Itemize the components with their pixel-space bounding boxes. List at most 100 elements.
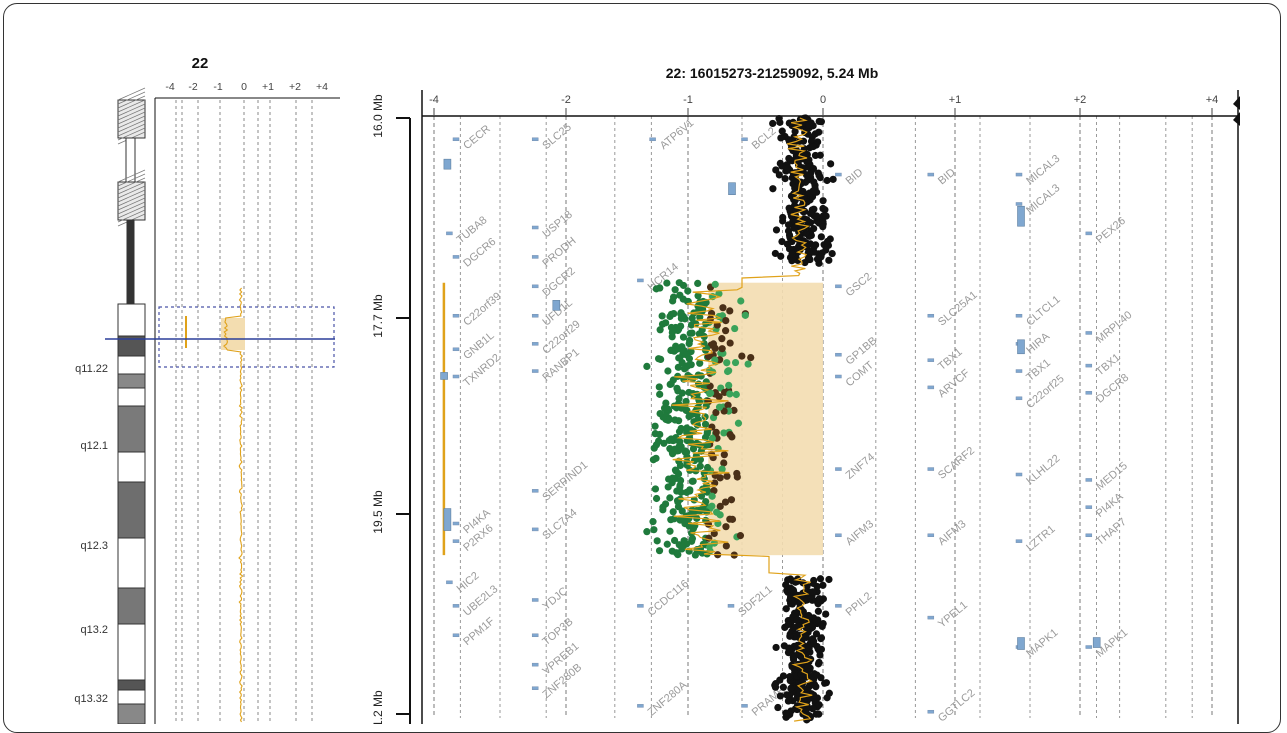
gene-label: PRODH — [540, 235, 578, 270]
overview-tick-label: -1 — [213, 81, 222, 93]
probe-point — [817, 233, 825, 241]
probe-point — [809, 187, 817, 195]
probe-point — [720, 459, 728, 467]
gene-label: PI4KA — [1094, 490, 1126, 520]
probe-point — [697, 372, 705, 380]
x-tick-labels: -4 -2 -1 0 +1 +2 +4 — [429, 94, 1218, 115]
gene-label: ATP6V1 — [658, 117, 696, 152]
chromosome-band — [117, 537, 146, 589]
probe-point — [775, 171, 783, 179]
probe-point — [664, 483, 672, 491]
x-tick-label: -2 — [561, 94, 571, 106]
hatch-line — [117, 193, 146, 207]
chromosome-band — [117, 587, 146, 625]
gene-marker — [1015, 202, 1023, 206]
probe-point — [675, 442, 683, 451]
probe-point — [696, 462, 704, 470]
gene-marker — [835, 284, 842, 289]
probe-point — [680, 365, 689, 373]
chromosome-number: 22 — [192, 55, 209, 72]
probe-point — [734, 419, 743, 427]
probe-point — [697, 492, 706, 500]
gene-marker — [531, 686, 539, 690]
gene-marker — [452, 521, 460, 526]
probe-point — [806, 209, 815, 218]
probe-point — [776, 692, 784, 700]
gene-box — [440, 372, 448, 380]
gene-marker — [1085, 331, 1093, 335]
probe-point — [779, 672, 788, 680]
probe-point — [747, 354, 755, 362]
probe-point — [782, 605, 790, 613]
probe-point — [815, 255, 823, 263]
gene-marker — [1015, 472, 1023, 477]
probe-point — [732, 390, 740, 399]
probe-point — [691, 551, 699, 559]
gene-marker — [452, 539, 460, 543]
gene-marker — [927, 467, 935, 471]
probe-point — [809, 588, 817, 596]
probe-point — [666, 494, 674, 502]
band-label: q13.32 — [74, 693, 108, 705]
hatch-line — [117, 205, 146, 219]
probe-point — [676, 291, 684, 299]
gene-marker — [1015, 369, 1023, 373]
probe-point — [658, 312, 666, 320]
probe-point — [722, 317, 730, 325]
gene-marker — [531, 489, 539, 493]
gene-label: TBX1 — [936, 346, 965, 373]
probe-point — [796, 688, 804, 697]
gene-marker — [835, 604, 842, 608]
probe-point — [652, 285, 660, 293]
gene-label: HIC2 — [455, 570, 482, 595]
gene-marker — [649, 137, 656, 142]
probe-point — [772, 643, 780, 652]
probe-point — [679, 333, 688, 341]
probe-point — [685, 412, 693, 421]
hatch-line — [117, 91, 146, 105]
gene-marker — [927, 533, 935, 538]
gene-label: BID — [936, 166, 958, 187]
probe-point — [651, 485, 660, 493]
probe-point — [652, 494, 661, 503]
gene-marker — [452, 347, 460, 352]
probe-point — [656, 430, 664, 439]
probe-point — [741, 311, 749, 319]
probe-point — [786, 575, 795, 583]
probe-point — [806, 170, 814, 178]
probe-point — [678, 507, 686, 515]
gene-label: DGCR2 — [540, 265, 577, 299]
gene-marker — [927, 709, 935, 714]
x-tick-label: +4 — [1206, 94, 1219, 106]
gene-label: AIFM3 — [844, 518, 877, 548]
gene-marker — [531, 225, 539, 230]
hatch-line — [117, 99, 146, 113]
gene-box — [1017, 205, 1025, 227]
hatch-line — [117, 123, 146, 137]
probe-point — [776, 118, 784, 126]
probe-point — [736, 532, 745, 540]
gene-marker — [452, 255, 460, 259]
hatch-line — [117, 127, 146, 141]
probe-point — [654, 437, 663, 445]
gene-label: SDF2L1 — [736, 584, 775, 619]
gene-marker — [835, 352, 842, 357]
probe-point — [825, 689, 833, 697]
probe-point — [810, 178, 818, 186]
overview-tick-label: +1 — [262, 81, 274, 93]
probe-point — [793, 616, 801, 624]
probe-point — [817, 634, 826, 642]
probe-point — [719, 304, 727, 312]
probe-point — [819, 197, 827, 205]
probe-point — [680, 537, 688, 545]
probe-point — [708, 492, 716, 500]
gene-marker — [531, 137, 539, 142]
gene-marker — [741, 137, 748, 142]
probe-point — [726, 339, 734, 347]
gene-box — [443, 158, 452, 170]
probe-point — [678, 542, 687, 551]
gene-box — [1017, 339, 1025, 355]
gene-label: KLHL22 — [1024, 453, 1062, 488]
hatch-line — [117, 95, 146, 109]
probe-point — [823, 176, 831, 185]
